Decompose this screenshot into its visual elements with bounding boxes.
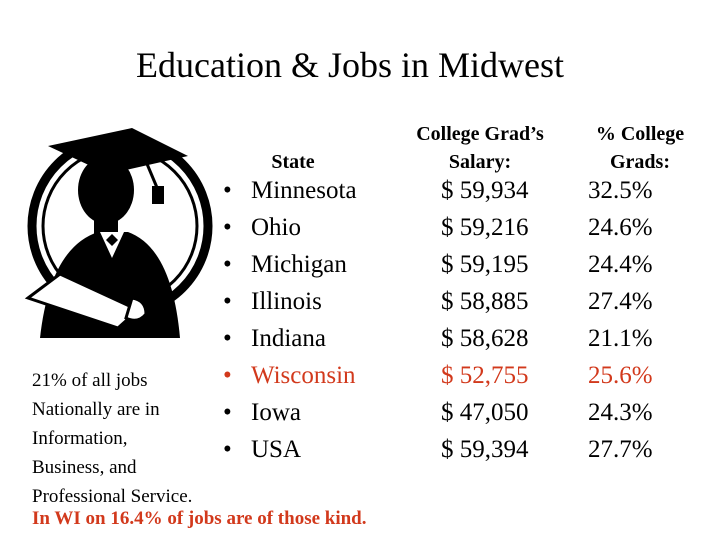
pct-value: 21.1% [588,325,653,352]
salary-value: $ 52,755 [441,362,529,389]
pct-value: 25.6% [588,362,653,389]
salary-value: $ 59,216 [441,214,529,241]
pct-value: 32.5% [588,177,653,204]
table-row: • Michigan $ 59,195 24.4% [0,251,720,287]
state-name: Illinois [251,288,322,315]
header-state: State [271,151,315,173]
table-row-highlight: • Wisconsin $ 52,755 25.6% [0,362,720,398]
salary-value: $ 58,885 [441,288,529,315]
header-pct-line1: % College [595,123,685,145]
note-line: 21% of all jobs [32,370,148,391]
state-name: Ohio [251,214,301,241]
table-row: • Minnesota $ 59,934 32.5% [0,177,720,213]
salary-value: $ 59,195 [441,251,529,278]
bullet: • [223,399,232,426]
pct-value: 27.4% [588,288,653,315]
wi-note: In WI on 16.4% of jobs are of those kind… [32,508,367,529]
header-salary: College Grad’s Salary: [395,120,565,176]
graduate-icon [24,128,213,338]
note-line: Information, [32,428,128,449]
bullet: • [223,288,232,315]
pct-value: 27.7% [588,436,653,463]
bullet: • [223,214,232,241]
state-name: Wisconsin [251,362,356,389]
salary-value: $ 59,934 [441,177,529,204]
bullet: • [223,251,232,278]
header-pct: % College Grads: [578,120,702,176]
salary-value: $ 58,628 [441,325,529,352]
table-row: • USA $ 59,394 27.7% [0,436,720,472]
note-line: Professional Service. [32,486,193,507]
table-row: • Indiana $ 58,628 21.1% [0,325,720,361]
table-row: • Illinois $ 58,885 27.4% [0,288,720,324]
pct-value: 24.4% [588,251,653,278]
state-name: Indiana [251,325,326,352]
note-line: Business, and [32,457,137,478]
salary-value: $ 47,050 [441,399,529,426]
state-name: Minnesota [251,177,357,204]
bullet: • [223,177,232,204]
slide-title: Education & Jobs in Midwest [136,45,564,85]
pct-value: 24.3% [588,399,653,426]
bullet: • [223,325,232,352]
table-row: • Iowa $ 47,050 24.3% [0,399,720,435]
salary-value: $ 59,394 [441,436,529,463]
header-salary-line1: College Grad’s [416,123,544,145]
header-pct-line2: Grads: [610,151,670,173]
header-salary-line2: Salary: [448,151,512,173]
bullet: • [223,436,232,463]
bullet: • [223,362,232,389]
jobs-note: 21% of all jobs Nationally are in Inform… [32,366,192,511]
note-line: Nationally are in [32,399,160,420]
state-name: Iowa [251,399,301,426]
pct-value: 24.6% [588,214,653,241]
state-name: Michigan [251,251,347,278]
state-name: USA [251,436,302,463]
table-row: • Ohio $ 59,216 24.6% [0,214,720,250]
